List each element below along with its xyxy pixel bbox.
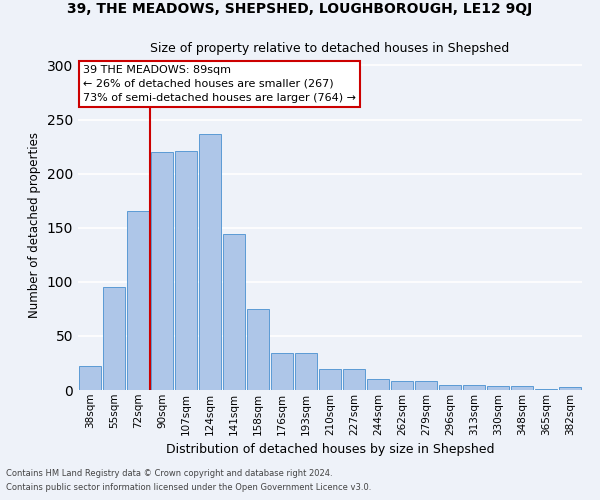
Bar [127,212,149,390]
Bar [199,134,221,390]
Text: Contains HM Land Registry data © Crown copyright and database right 2024.: Contains HM Land Registry data © Crown c… [6,468,332,477]
Bar [415,382,437,390]
Y-axis label: Number of detached properties: Number of detached properties [28,132,41,318]
Text: Contains public sector information licensed under the Open Government Licence v3: Contains public sector information licen… [6,484,371,492]
Text: 39, THE MEADOWS, SHEPSHED, LOUGHBOROUGH, LE12 9QJ: 39, THE MEADOWS, SHEPSHED, LOUGHBOROUGH,… [67,2,533,16]
Bar [463,384,485,390]
Bar [247,309,269,390]
Text: 39 THE MEADOWS: 89sqm
← 26% of detached houses are smaller (267)
73% of semi-det: 39 THE MEADOWS: 89sqm ← 26% of detached … [83,65,356,103]
Bar [103,287,125,390]
Bar [319,370,341,390]
Bar [343,370,365,390]
Bar [559,387,581,390]
Bar [487,386,509,390]
Bar [511,386,533,390]
Bar [175,151,197,390]
X-axis label: Distribution of detached houses by size in Shepshed: Distribution of detached houses by size … [166,443,494,456]
Bar [223,234,245,390]
Title: Size of property relative to detached houses in Shepshed: Size of property relative to detached ho… [151,42,509,54]
Bar [439,384,461,390]
Bar [535,389,557,390]
Bar [79,366,101,390]
Bar [391,382,413,390]
Bar [367,379,389,390]
Bar [295,353,317,390]
Bar [271,353,293,390]
Bar [151,152,173,390]
